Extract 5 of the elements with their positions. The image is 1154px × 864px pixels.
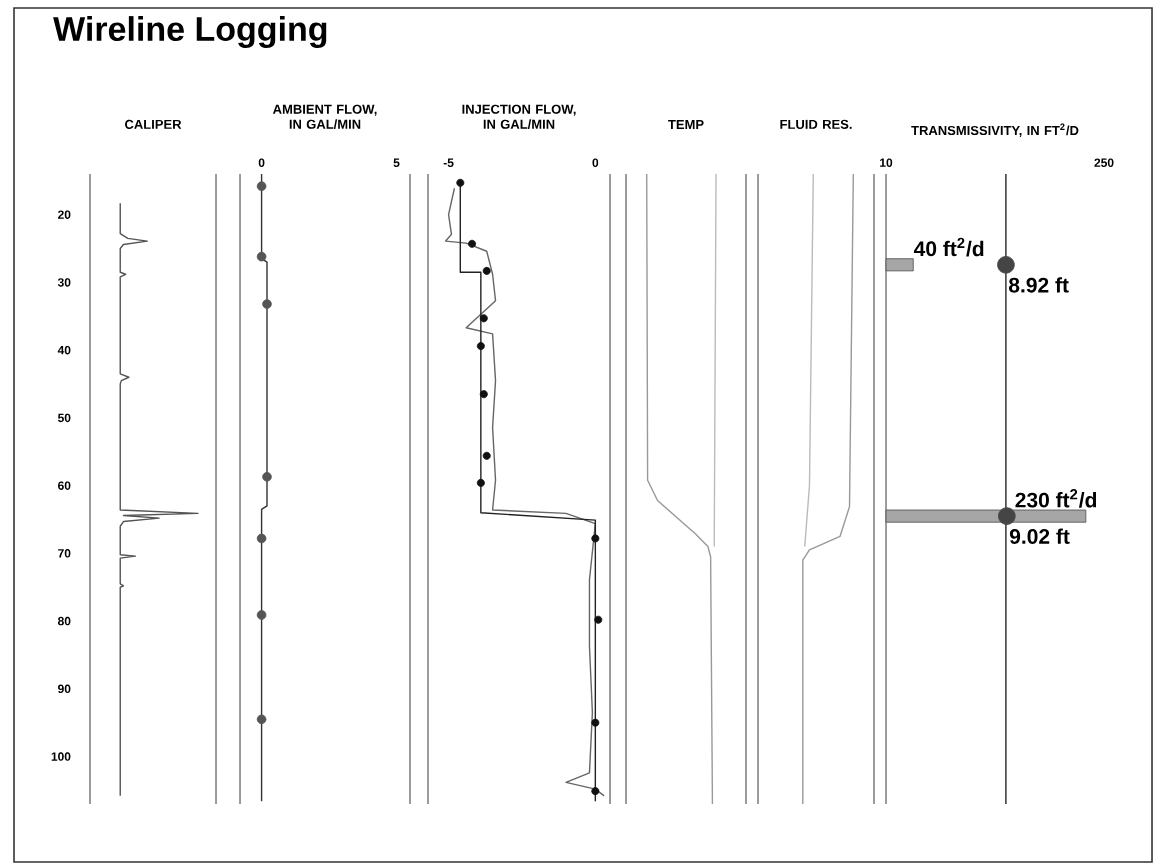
chart-title: Wireline Logging bbox=[53, 16, 327, 48]
data-label: 230 ft$^{2}$/d bbox=[1015, 489, 1097, 508]
annotation: 8.92 ft bbox=[1008, 277, 1069, 293]
annotation: 9.02 ft bbox=[1009, 528, 1070, 544]
data-label: 40 ft$^{2}$/d bbox=[913, 237, 984, 257]
